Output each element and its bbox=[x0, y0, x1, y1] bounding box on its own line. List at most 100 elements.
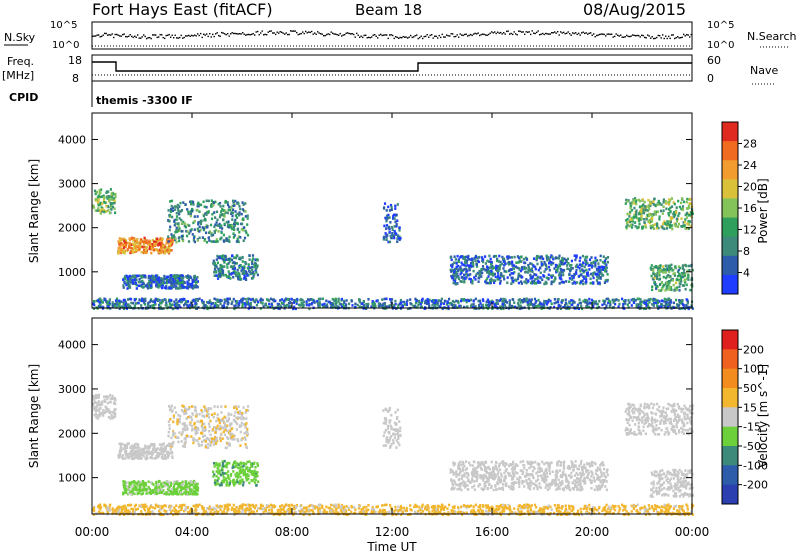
range-gate-cell bbox=[669, 306, 672, 309]
range-gate-cell bbox=[103, 210, 106, 214]
range-gate-cell bbox=[104, 210, 107, 213]
noise-point bbox=[296, 31, 298, 34]
noise-point bbox=[602, 33, 604, 35]
noise-point bbox=[111, 33, 113, 35]
range-gate-cell bbox=[136, 274, 139, 278]
noise-point bbox=[270, 30, 272, 32]
range-gate-cell bbox=[159, 307, 162, 310]
range-gate-cell bbox=[672, 201, 675, 204]
range-gate-cell bbox=[495, 299, 498, 302]
noise-point bbox=[650, 37, 652, 39]
range-gate-cell bbox=[667, 201, 670, 204]
range-gate-cell bbox=[662, 268, 665, 272]
range-gate-cell bbox=[149, 456, 152, 460]
range-gate-cell bbox=[123, 251, 126, 254]
range-gate-cell bbox=[184, 440, 187, 443]
range-gate-cell bbox=[302, 300, 305, 304]
range-gate-cell bbox=[594, 263, 597, 267]
noise-point bbox=[555, 32, 557, 34]
range-gate-cell bbox=[556, 256, 559, 260]
range-gate-cell bbox=[598, 281, 601, 285]
range-gate-cell bbox=[169, 225, 172, 229]
range-gate-cell bbox=[218, 222, 221, 226]
range-gate-cell bbox=[432, 299, 435, 302]
range-gate-cell bbox=[502, 257, 506, 261]
noise-point bbox=[627, 35, 629, 38]
range-gate-cell bbox=[244, 426, 247, 429]
range-gate-cell bbox=[114, 398, 117, 402]
noise-point bbox=[167, 34, 169, 36]
noise-point bbox=[663, 37, 665, 40]
noise-point bbox=[264, 33, 266, 36]
range-gate-cell bbox=[143, 303, 146, 306]
range-gate-cell bbox=[649, 200, 652, 204]
range-gate-cell bbox=[160, 456, 163, 459]
range-gate-cell bbox=[216, 240, 219, 243]
range-gate-cell bbox=[137, 443, 140, 446]
range-gate-cell bbox=[160, 444, 163, 447]
range-gate-cell bbox=[656, 210, 659, 214]
range-gate-cell bbox=[219, 226, 222, 229]
range-gate-cell bbox=[178, 205, 181, 208]
range-gate-cell bbox=[113, 304, 117, 308]
range-gate-cell bbox=[589, 277, 592, 281]
range-gate-cell bbox=[181, 276, 184, 280]
range-gate-cell bbox=[292, 307, 295, 311]
range-gate-cell bbox=[673, 289, 676, 292]
freq-unit: [MHz] bbox=[2, 69, 34, 82]
range-gate-cell bbox=[224, 405, 227, 408]
range-gate-cell bbox=[454, 274, 457, 278]
range-gate-cell bbox=[166, 444, 169, 448]
range-gate-cell bbox=[415, 299, 418, 303]
range-gate-cell bbox=[186, 223, 189, 227]
range-gate-cell bbox=[658, 202, 661, 205]
range-gate-cell bbox=[175, 303, 178, 306]
range-gate-cell bbox=[181, 432, 184, 436]
range-gate-cell bbox=[108, 211, 111, 215]
range-gate-cell bbox=[659, 264, 662, 267]
range-gate-cell bbox=[169, 448, 172, 451]
range-gate-cell bbox=[126, 277, 130, 281]
range-gate-cell bbox=[197, 442, 200, 445]
range-gate-cell bbox=[633, 206, 636, 210]
range-gate-cell bbox=[425, 299, 428, 303]
range-gate-cell bbox=[171, 206, 174, 209]
noise-point bbox=[251, 33, 253, 36]
noise-point bbox=[414, 35, 416, 37]
range-gate-cell bbox=[230, 265, 233, 268]
range-gate-cell bbox=[450, 274, 453, 278]
range-gate-cell bbox=[173, 406, 176, 409]
range-gate-cell bbox=[147, 480, 150, 484]
range-gate-cell bbox=[652, 213, 655, 216]
range-gate-cell bbox=[206, 408, 210, 412]
range-gate-cell bbox=[157, 447, 160, 450]
range-gate-cell bbox=[125, 307, 129, 310]
range-gate-cell bbox=[100, 208, 103, 211]
range-gate-cell bbox=[160, 277, 163, 280]
range-gate-cell bbox=[104, 400, 107, 403]
range-gate-cell bbox=[540, 302, 543, 306]
range-gate-cell bbox=[216, 439, 219, 443]
range-gate-cell bbox=[173, 283, 176, 287]
range-gate-cell bbox=[161, 448, 164, 452]
range-gate-cell bbox=[284, 304, 287, 308]
range-gate-cell bbox=[158, 452, 161, 455]
range-gate-cell bbox=[277, 302, 280, 306]
range-gate-cell bbox=[457, 269, 460, 273]
range-gate-cell bbox=[396, 240, 399, 243]
range-gate-cell bbox=[139, 242, 142, 245]
range-gate-cell bbox=[126, 248, 129, 251]
range-gate-cell bbox=[197, 201, 200, 205]
range-gate-cell bbox=[226, 263, 229, 266]
range-gate-cell bbox=[478, 272, 481, 276]
noise-point bbox=[609, 33, 611, 36]
range-gate-cell bbox=[228, 260, 231, 263]
y-tick-label: 3000 bbox=[58, 178, 86, 191]
range-gate-cell bbox=[233, 224, 236, 227]
range-gate-cell bbox=[243, 273, 246, 277]
range-gate-cell bbox=[650, 274, 653, 278]
range-gate-cell bbox=[435, 299, 438, 302]
range-gate-cell bbox=[128, 277, 132, 281]
range-gate-cell bbox=[156, 278, 159, 282]
